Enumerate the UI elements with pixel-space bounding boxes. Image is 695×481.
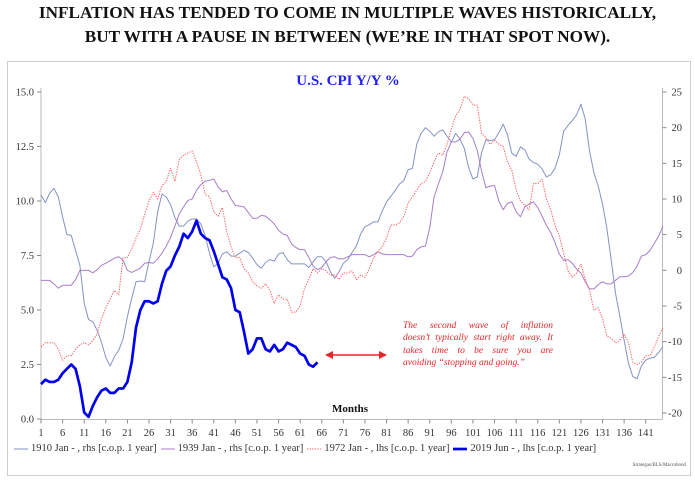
x-tick-label: 41 [209,428,220,439]
y-right-tick-label: 20 [672,123,683,134]
arrow-head-left [325,351,333,359]
x-tick-label: 16 [101,428,112,439]
y-right-tick-label: 15 [672,159,683,170]
x-tick-label: 76 [360,428,371,439]
y-left-tick-label: 5.0 [21,306,34,317]
y-left-tick-label: 2.5 [21,360,34,371]
legend-item-1972: 1972 Jan - , lhs [c.o.p. 1 year] [307,443,449,454]
legend-swatch-1939 [160,448,175,449]
annotation-line: The second wave of inflation [403,320,553,331]
legend-swatch-1972 [307,448,322,449]
y-right-tick-label: -20 [668,409,682,420]
y-right-tick-label: 25 [672,88,683,99]
annotation-line: takes time to be sure you are [403,345,553,356]
y-left-tick-label: 10.0 [16,197,34,208]
x-tick-label: 66 [317,428,328,439]
x-tick-label: 101 [465,428,481,439]
x-tick-label: 51 [252,428,263,439]
x-tick-label: 116 [530,428,545,439]
page-header: INFLATION HAS TENDED TO COME IN MULTIPLE… [0,1,695,49]
series-lines [40,95,664,419]
x-tick-label: 121 [551,428,567,439]
x-tick-label: 6 [60,428,65,439]
x-tick-label: 61 [295,428,306,439]
legend-item-1939: 1939 Jan - , rhs [c.o.p. 1 year] [160,443,304,454]
y-right-tick-label: 0 [677,266,682,277]
chart-frame [7,61,691,476]
x-tick-label: 141 [638,428,654,439]
series-line-1972-jan [40,95,664,365]
y-left-tick-label: 7.5 [21,251,34,262]
arrow-head-right [379,351,387,359]
y-right-tick-label: -5 [673,302,682,313]
x-tick-label: 21 [122,428,133,439]
source-credit: Strategas/BLS/Macrobond [632,463,686,468]
chart-title: U.S. CPI Y/Y % [296,73,399,89]
x-tick-label: 71 [338,428,349,439]
y-left-tick-label: 0.0 [21,415,34,426]
x-tick-label: 86 [403,428,414,439]
annotation-arrow [325,351,387,359]
x-tick-label: 131 [595,428,611,439]
series-line-1910-jan [40,103,664,380]
x-tick-label: 26 [144,428,155,439]
x-tick-label: 1 [38,428,43,439]
x-tick-label: 91 [425,428,436,439]
axis-ticks: 0.02.55.07.510.012.515.0-20-15-10-505101… [16,88,682,440]
x-tick-label: 31 [165,428,176,439]
x-tick-label: 46 [230,428,241,439]
x-tick-label: 126 [573,428,589,439]
legend-swatch-1910 [14,448,28,449]
legend-label-2019: 2019 Jun - , lhs [c.o.p. 1 year] [470,443,597,454]
legend-item-1910: 1910 Jan - , rhs [c.o.p. 1 year] [14,443,157,454]
header-line-1: INFLATION HAS TENDED TO COME IN MULTIPLE… [38,3,657,22]
legend-swatch-2019 [453,447,468,450]
legend-item-2019: 2019 Jun - , lhs [c.o.p. 1 year] [453,443,596,454]
y-right-tick-label: 5 [677,230,682,241]
legend: 1910 Jan - , rhs [c.o.p. 1 year] 1939 Ja… [14,443,600,454]
x-tick-label: 106 [487,428,503,439]
annotation-text: The second wave of inflation doesn’t typ… [403,320,553,370]
x-tick-label: 11 [79,428,89,439]
header-line-2: BUT WITH A PAUSE IN BETWEEN (WE’RE IN TH… [84,27,611,46]
x-tick-label: 96 [446,428,457,439]
x-tick-label: 56 [273,428,284,439]
x-tick-label: 81 [381,428,392,439]
y-right-tick-label: -10 [668,337,682,348]
y-right-tick-label: 10 [672,195,683,206]
legend-label-1972: 1972 Jan - , lhs [c.o.p. 1 year] [324,443,450,454]
y-left-tick-label: 12.5 [16,142,34,153]
series-line-1939-jan [41,131,664,290]
y-left-tick-label: 15.0 [16,88,34,99]
x-tick-label: 36 [187,428,198,439]
x-axis-label: Months [332,403,369,415]
x-tick-label: 111 [509,428,524,439]
annotation-line: avoiding “stopping and going.” [403,358,525,368]
legend-label-1910: 1910 Jan - , rhs [c.o.p. 1 year] [31,443,157,454]
y-right-tick-label: -15 [668,373,682,384]
legend-label-1939: 1939 Jan - , rhs [c.o.p. 1 year] [177,443,304,454]
series-line-2019-jun [40,219,319,419]
x-tick-label: 136 [616,428,632,439]
annotation-line: doesn’t typically start right away. It [403,333,553,343]
